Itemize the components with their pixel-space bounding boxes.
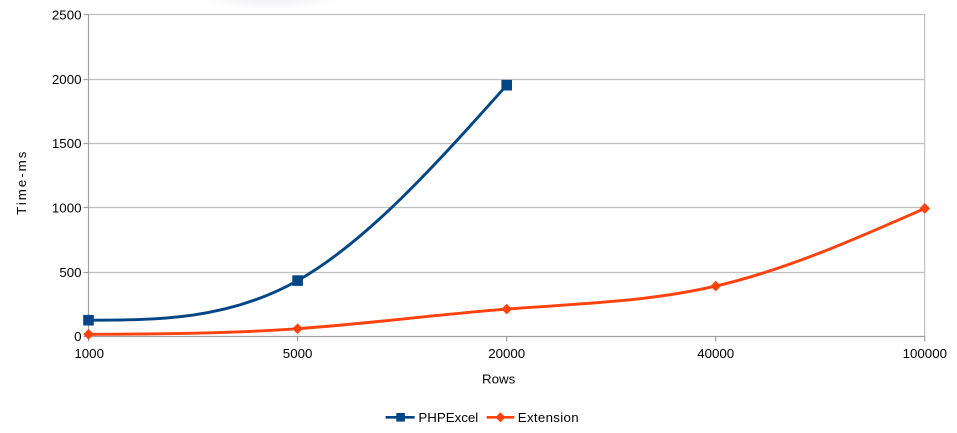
svg-text:100000: 100000: [903, 346, 947, 361]
svg-text:40000: 40000: [697, 346, 734, 361]
svg-text:20000: 20000: [488, 346, 525, 361]
svg-text:500: 500: [59, 265, 81, 280]
svg-text:1000: 1000: [74, 346, 104, 361]
svg-text:Extension: Extension: [518, 410, 579, 425]
svg-text:Rows: Rows: [482, 371, 516, 386]
svg-text:1500: 1500: [52, 136, 82, 151]
svg-text:2000: 2000: [52, 72, 82, 87]
svg-text:PHPExcel: PHPExcel: [418, 410, 478, 425]
svg-text:0: 0: [74, 329, 81, 344]
svg-text:1000: 1000: [52, 201, 82, 216]
svg-text:2500: 2500: [52, 8, 82, 23]
svg-text:5000: 5000: [283, 346, 313, 361]
svg-text:Time-ms: Time-ms: [14, 150, 29, 215]
